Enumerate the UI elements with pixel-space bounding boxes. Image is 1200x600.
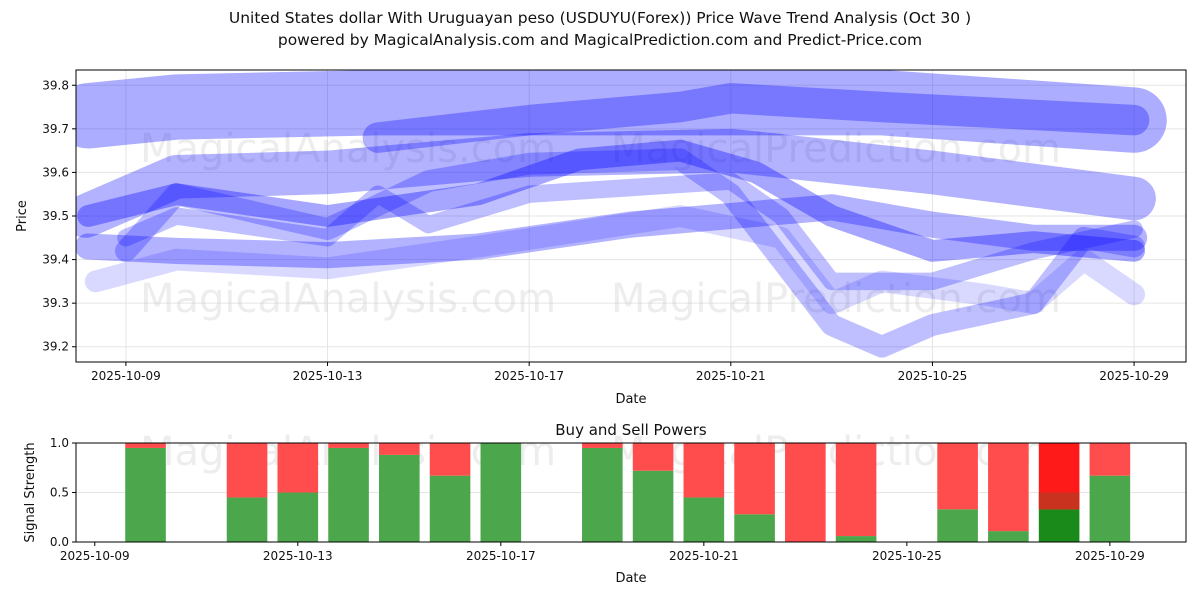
sell-bar <box>835 443 877 537</box>
sell-bar <box>429 443 471 476</box>
buy-bar <box>632 470 674 542</box>
sell-bar <box>582 443 623 448</box>
buy-bar <box>125 447 166 542</box>
buy-bar <box>1089 475 1131 542</box>
bottom-chart-title: Buy and Sell Powers <box>555 421 707 439</box>
x-tick-label: 2025-10-13 <box>293 369 363 383</box>
sell-bar <box>988 443 1029 532</box>
x-axis-label: Date <box>615 392 646 407</box>
x-tick-label: 2025-10-17 <box>494 369 564 383</box>
y-tick-label: 39.3 <box>42 296 69 310</box>
sell-bar <box>277 443 319 493</box>
y-tick-label: 39.6 <box>42 165 69 179</box>
wave-band <box>84 205 1145 315</box>
chart-title: United States dollar With Uruguayan peso… <box>228 9 972 27</box>
watermark: MagicalPrediction.com <box>611 276 1061 322</box>
x-tick-label: 2025-10-25 <box>872 549 942 563</box>
watermark: MagicalPrediction.com <box>611 126 1061 172</box>
y-axis-label: Price <box>15 200 30 232</box>
wave-band <box>117 172 1143 291</box>
buy-bar <box>937 509 978 542</box>
buy-bar <box>226 497 268 542</box>
y-axis-label: Signal Strength <box>23 442 38 542</box>
wave-band <box>76 70 1167 153</box>
x-tick-label: 2025-10-21 <box>669 549 739 563</box>
wave-band <box>115 148 1145 358</box>
sell-bar <box>328 443 369 448</box>
wave-band <box>77 139 1145 262</box>
plot-frame <box>75 442 1187 543</box>
sell-bar <box>632 443 674 471</box>
sell-bar <box>226 443 268 498</box>
x-tick-label: 2025-10-29 <box>1075 549 1145 563</box>
sell-bar <box>125 443 166 448</box>
buy-bar <box>683 497 725 542</box>
y-tick-label: 39.7 <box>42 122 69 136</box>
y-tick-label: 0.0 <box>50 535 69 549</box>
sell-bar <box>1089 443 1131 476</box>
buy-bar <box>988 531 1029 542</box>
chart-subtitle: powered by MagicalAnalysis.com and Magic… <box>277 31 923 49</box>
watermark: MagicalAnalysis.com <box>140 276 556 322</box>
y-tick-label: 39.2 <box>42 340 69 354</box>
wave-band <box>76 128 1156 238</box>
overlap-bar <box>1038 492 1080 510</box>
x-tick-label: 2025-10-09 <box>60 549 130 563</box>
sell-bar <box>683 443 725 498</box>
x-tick-label: 2025-10-09 <box>91 369 161 383</box>
buy-bar <box>582 447 623 542</box>
buy-bar <box>734 514 775 542</box>
x-axis-label: Date <box>615 571 646 586</box>
y-tick-label: 0.5 <box>50 486 69 500</box>
buy-bar <box>328 447 369 542</box>
x-tick-label: 2025-10-13 <box>263 549 333 563</box>
sell-bar <box>379 443 420 455</box>
x-tick-label: 2025-10-25 <box>898 369 968 383</box>
plot-frame <box>75 69 1187 363</box>
buy-bar <box>379 454 420 542</box>
y-tick-label: 1.0 <box>50 436 69 450</box>
watermark: MagicalAnalysis.com <box>140 126 556 172</box>
x-tick-label: 2025-10-17 <box>466 549 536 563</box>
y-tick-label: 39.8 <box>42 78 69 92</box>
buy-bar <box>480 443 522 542</box>
wave-bands <box>76 70 1167 358</box>
buy-bar <box>277 492 319 542</box>
buy-bar <box>1038 509 1080 542</box>
sell-bar <box>734 443 775 515</box>
x-tick-label: 2025-10-29 <box>1099 369 1169 383</box>
wave-band <box>362 83 1150 153</box>
sell-bar <box>785 443 826 542</box>
buy-bar <box>429 475 471 542</box>
x-tick-label: 2025-10-21 <box>696 369 766 383</box>
buy-bar <box>835 536 877 542</box>
y-tick-label: 39.5 <box>42 209 69 223</box>
y-tick-label: 39.4 <box>42 253 69 267</box>
sell-bar <box>937 443 978 510</box>
wave-band <box>76 194 1148 269</box>
